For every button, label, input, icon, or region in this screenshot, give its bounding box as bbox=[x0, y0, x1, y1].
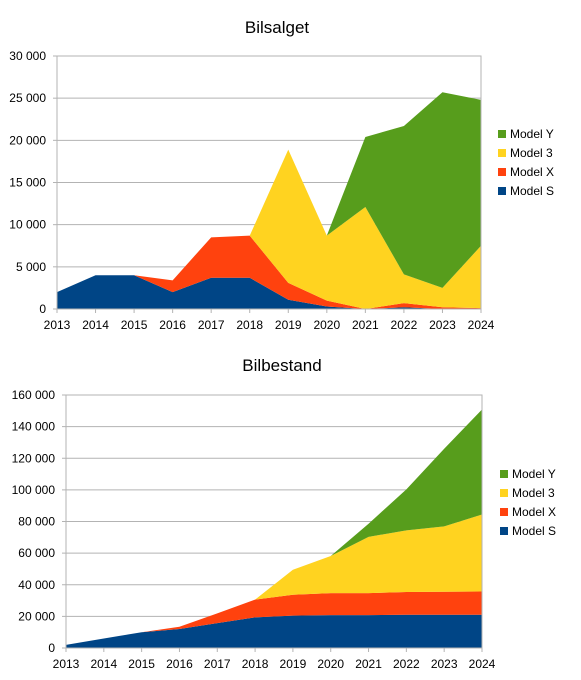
legend-swatch bbox=[498, 130, 506, 138]
x-tick-label: 2015 bbox=[121, 318, 148, 332]
x-tick-label: 2021 bbox=[355, 657, 382, 671]
legend-label: Model Y bbox=[510, 127, 554, 141]
legend: Model Y Model 3 Model X Model S bbox=[500, 467, 556, 538]
y-tick-label: 10 000 bbox=[9, 218, 46, 232]
y-tick-label: 40 000 bbox=[18, 578, 55, 592]
y-tick-label: 140 000 bbox=[12, 420, 56, 434]
legend-swatch bbox=[500, 489, 508, 497]
x-tick-label: 2017 bbox=[198, 318, 225, 332]
legend-label: Model X bbox=[510, 165, 554, 179]
chart-2: Bilbestand 0 20 000 40 000 60 000 80 000 100 0… bbox=[12, 356, 556, 671]
legend-label: Model 3 bbox=[512, 486, 555, 500]
legend-label: Model S bbox=[512, 524, 556, 538]
legend-swatch bbox=[500, 527, 508, 535]
legend: Model Y Model 3 Model X Model S bbox=[498, 127, 554, 198]
y-tick-label: 30 000 bbox=[9, 49, 46, 63]
series-area-model-3 bbox=[57, 149, 481, 309]
legend-label: Model Y bbox=[512, 467, 556, 481]
y-tick-label: 0 bbox=[48, 641, 55, 655]
x-tick-label: 2017 bbox=[204, 657, 231, 671]
plot-frame bbox=[56, 55, 482, 310]
legend-label: Model 3 bbox=[510, 146, 553, 160]
x-tick-label: 2020 bbox=[313, 318, 340, 332]
x-tick-label: 2018 bbox=[242, 657, 269, 671]
series-area-model-y bbox=[57, 92, 481, 293]
x-tick-label: 2024 bbox=[468, 318, 495, 332]
x-tick-label: 2023 bbox=[429, 318, 456, 332]
chart-title: Bilsalget bbox=[245, 18, 310, 37]
y-tick-label: 15 000 bbox=[9, 176, 46, 190]
series-area-model-y bbox=[66, 409, 482, 645]
x-tick-label: 2016 bbox=[166, 657, 193, 671]
y-tick-label: 25 000 bbox=[9, 91, 46, 105]
legend-swatch bbox=[498, 187, 506, 195]
x-tick-label: 2021 bbox=[352, 318, 379, 332]
x-tick-label: 2019 bbox=[275, 318, 302, 332]
x-tick-label: 2020 bbox=[317, 657, 344, 671]
y-tick-label: 60 000 bbox=[18, 546, 55, 560]
series-area-model-s bbox=[57, 275, 481, 309]
series-area-model-3 bbox=[66, 514, 482, 645]
legend-swatch bbox=[498, 168, 506, 176]
legend-swatch bbox=[498, 149, 506, 157]
y-tick-label: 20 000 bbox=[9, 133, 46, 147]
chart-title: Bilbestand bbox=[242, 356, 321, 375]
x-tick-label: 2023 bbox=[431, 657, 458, 671]
plot-frame bbox=[65, 394, 483, 649]
x-tick-label: 2018 bbox=[236, 318, 263, 332]
x-tick-label: 2019 bbox=[280, 657, 307, 671]
x-tick-label: 2014 bbox=[82, 318, 109, 332]
y-tick-label: 120 000 bbox=[12, 451, 56, 465]
legend-label: Model S bbox=[510, 184, 554, 198]
y-tick-label: 160 000 bbox=[12, 388, 56, 402]
x-tick-label: 2015 bbox=[128, 657, 155, 671]
legend-swatch bbox=[500, 470, 508, 478]
y-tick-label: 20 000 bbox=[18, 609, 55, 623]
x-tick-label: 2022 bbox=[393, 657, 420, 671]
legend-label: Model X bbox=[512, 505, 556, 519]
x-tick-label: 2022 bbox=[391, 318, 418, 332]
x-tick-label: 2013 bbox=[44, 318, 71, 332]
x-tick-label: 2014 bbox=[90, 657, 117, 671]
x-tick-label: 2016 bbox=[159, 318, 186, 332]
series-area-model-s bbox=[66, 614, 482, 648]
series-area-model-x bbox=[57, 235, 481, 309]
y-tick-label: 0 bbox=[39, 302, 46, 316]
series-area-model-x bbox=[66, 591, 482, 645]
y-tick-label: 5 000 bbox=[16, 260, 46, 274]
x-tick-label: 2013 bbox=[53, 657, 80, 671]
y-tick-label: 80 000 bbox=[18, 515, 55, 529]
x-tick-label: 2024 bbox=[469, 657, 496, 671]
chart-1: Bilsalget 0 5 000 10 000 15 000 20 000 25 000 3… bbox=[9, 18, 554, 332]
legend-swatch bbox=[500, 508, 508, 516]
y-tick-label: 100 000 bbox=[12, 483, 56, 497]
